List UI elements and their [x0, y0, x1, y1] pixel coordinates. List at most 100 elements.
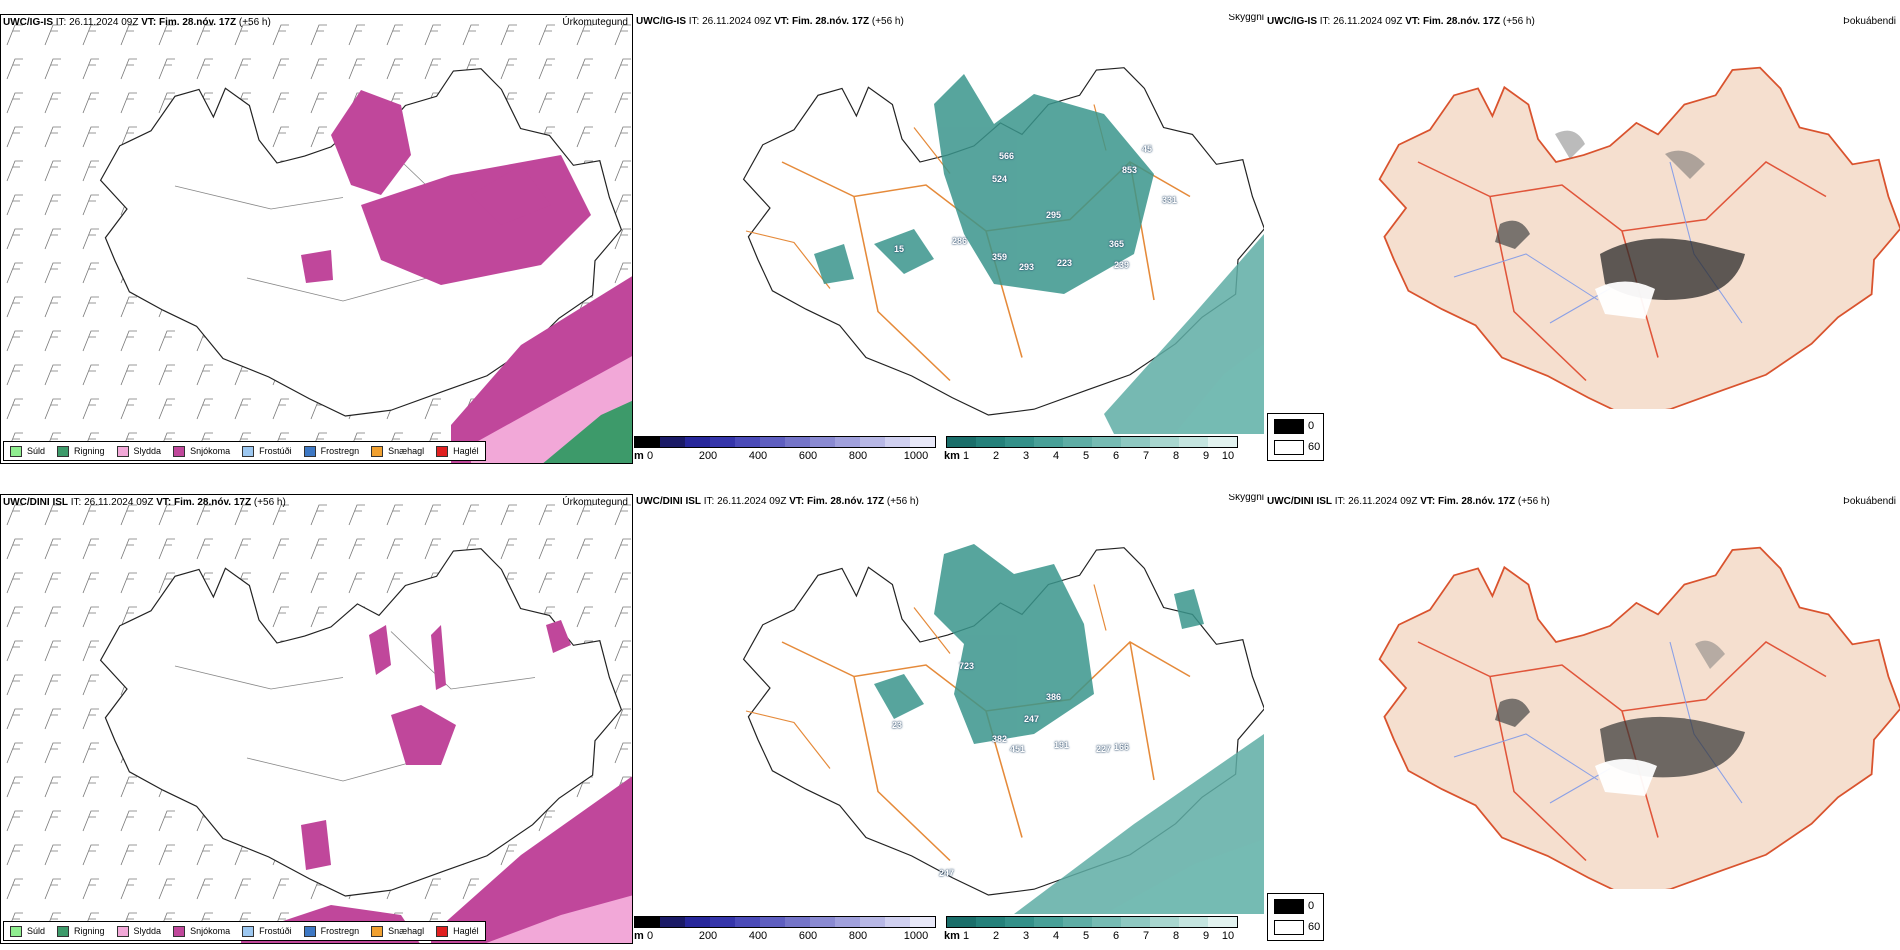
- peak-label: 227: [1096, 744, 1112, 754]
- fog-swatch-white: [1274, 920, 1304, 935]
- peak-label: 723: [959, 661, 975, 671]
- legend-item: Snæhagl: [371, 925, 424, 937]
- fog-swatch-black: [1274, 419, 1304, 434]
- peak-label: 331: [1162, 195, 1178, 205]
- legend-item: Frostregn: [303, 925, 359, 937]
- visibility-areas: [814, 74, 1154, 294]
- peak-label: 566: [999, 151, 1015, 161]
- height-labels: 0 200 400 600 800 1000: [646, 930, 929, 942]
- panel-title: Úrkomutegund: [562, 497, 628, 508]
- precip-legend: Súld Rigning Slydda Snjókoma Frostúði Fr…: [3, 921, 486, 941]
- visibility-labels: 1 2 3 4 5 6 7 8 9 10: [962, 450, 1235, 462]
- ceiling-panel-row1: UWC/IG-IS IT: 26.11.2024 09Z VT: Fim. 28…: [634, 14, 1264, 464]
- panel-header: UWC/IG-IS IT: 26.11.2024 09Z VT: Fim. 28…: [3, 17, 271, 28]
- peak-label: 239: [1114, 260, 1130, 270]
- panel-title: Skyggni: [1228, 494, 1264, 503]
- peak-label: 386: [1046, 692, 1062, 702]
- peak-label: 382: [992, 734, 1008, 744]
- legend-item: Rigning: [57, 925, 105, 937]
- legend-item: Haglél: [436, 925, 479, 937]
- peak-label: 524: [992, 174, 1008, 184]
- panel-header: UWC/DINI ISL IT: 26.11.2024 09Z VT: Fim.…: [636, 496, 919, 507]
- fog-areas: [1495, 130, 1745, 319]
- visibility-unit: km: [944, 450, 960, 462]
- visibility-colorbar: [946, 916, 1238, 928]
- fog-panel-row1: UWC/IG-IS IT: 26.11.2024 09Z VT: Fim. 28…: [1265, 14, 1900, 409]
- legend-swatch: [242, 925, 255, 937]
- legend-swatch: [436, 445, 449, 457]
- legend-item: Súld: [10, 445, 45, 457]
- legend-swatch: [242, 445, 255, 457]
- precip-map: [1, 495, 632, 943]
- legend-swatch: [10, 925, 22, 937]
- legend-swatch: [57, 925, 70, 937]
- legend-item: Frostúði: [242, 925, 292, 937]
- height-unit: m: [634, 930, 644, 942]
- legend-swatch: [116, 925, 129, 937]
- peak-label: 359: [992, 252, 1008, 262]
- legend-item: Súld: [10, 925, 45, 937]
- panel-title: Þokuábendi: [1843, 496, 1896, 507]
- peak-label: 247: [939, 868, 955, 878]
- precip-map: [1, 15, 632, 463]
- precip-legend: Súld Rigning Slydda Snjókoma Frostúði Fr…: [3, 441, 486, 461]
- height-colorbar: [634, 916, 936, 928]
- fog-legend-row1: 0 60: [1267, 413, 1324, 461]
- peak-label: 247: [1024, 714, 1040, 724]
- panel-header: UWC/IG-IS IT: 26.11.2024 09Z VT: Fim. 28…: [1267, 16, 1535, 27]
- panel-header: UWC/DINI ISL IT: 26.11.2024 09Z VT: Fim.…: [3, 497, 286, 508]
- peak-label: 166: [1114, 742, 1130, 752]
- peak-label: 15: [894, 244, 905, 254]
- peak-label: 45: [1142, 144, 1153, 154]
- visibility-labels: 1 2 3 4 5 6 7 8 9 10: [962, 930, 1235, 942]
- snow-areas: [301, 90, 591, 285]
- legend-swatch: [116, 445, 129, 457]
- legend-item: Slydda: [116, 925, 161, 937]
- peak-label: 23: [892, 720, 903, 730]
- legend-item: Slydda: [116, 445, 161, 457]
- legend-swatch: [303, 445, 316, 457]
- visibility-areas: [874, 544, 1204, 744]
- panel-title: Þokuábendi: [1843, 16, 1896, 27]
- fog-legend-row2: 0 60: [1267, 893, 1324, 941]
- panel-header: UWC/DINI ISL IT: 26.11.2024 09Z VT: Fim.…: [1267, 496, 1550, 507]
- peak-label: 191: [1054, 740, 1070, 750]
- height-unit: m: [634, 450, 644, 462]
- ceiling-panel-row2: UWC/DINI ISL IT: 26.11.2024 09Z VT: Fim.…: [634, 494, 1264, 944]
- legend-item: Snjókoma: [173, 925, 230, 937]
- fog-panel-row2: UWC/DINI ISL IT: 26.11.2024 09Z VT: Fim.…: [1265, 494, 1900, 889]
- legend-item: Frostregn: [303, 445, 359, 457]
- legend-swatch: [436, 925, 449, 937]
- height-labels: 0 200 400 600 800 1000: [646, 450, 929, 462]
- fog-swatch-black: [1274, 899, 1304, 914]
- legend-swatch: [371, 925, 384, 937]
- peak-label: 286: [952, 236, 968, 246]
- visibility-unit: km: [944, 930, 960, 942]
- panel-title: Úrkomutegund: [562, 17, 628, 28]
- legend-swatch: [371, 445, 384, 457]
- precip-panel-row1: UWC/IG-IS IT: 26.11.2024 09Z VT: Fim. 28…: [0, 14, 633, 464]
- ceiling-map: [742, 67, 1264, 434]
- legend-swatch: [173, 445, 186, 457]
- legend-swatch: [303, 925, 316, 937]
- peak-label: 223: [1057, 258, 1073, 268]
- legend-swatch: [57, 445, 70, 457]
- visibility-colorbar: [946, 436, 1238, 448]
- fog-map: [1378, 546, 1900, 889]
- ceiling-map: [742, 544, 1264, 914]
- legend-swatch: [10, 445, 22, 457]
- legend-item: Snjókoma: [173, 445, 230, 457]
- panel-header: UWC/IG-IS IT: 26.11.2024 09Z VT: Fim. 28…: [636, 16, 904, 27]
- height-colorbar: [634, 436, 936, 448]
- legend-item: Rigning: [57, 445, 105, 457]
- snow-areas: [301, 620, 571, 870]
- legend-item: Snæhagl: [371, 445, 424, 457]
- peak-label: 451: [1010, 744, 1026, 754]
- peak-label: 293: [1019, 262, 1035, 272]
- peak-label: 853: [1122, 165, 1138, 175]
- peak-label: 295: [1046, 210, 1062, 220]
- panel-title: Skyggni: [1228, 14, 1264, 23]
- fog-swatch-white: [1274, 440, 1304, 455]
- legend-item: Frostúði: [242, 445, 292, 457]
- fog-areas: [1495, 640, 1745, 796]
